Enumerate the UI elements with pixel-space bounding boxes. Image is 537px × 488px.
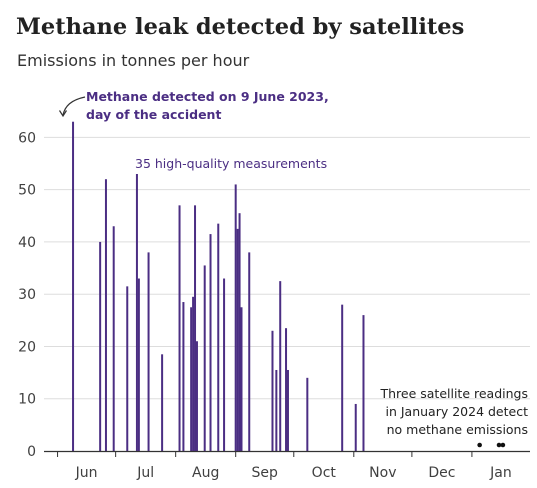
x-tick-label: Dec — [428, 465, 455, 481]
zero-emission-point — [496, 442, 502, 448]
emission-bar — [279, 281, 282, 451]
annotation-text: in January 2024 detect — [385, 404, 528, 419]
emission-bar — [248, 252, 251, 451]
annotation-text: Methane detected on 9 June 2023, — [86, 89, 329, 104]
x-tick-label: Jan — [489, 465, 512, 481]
zero-emission-points — [477, 442, 506, 448]
x-tick-label: Oct — [312, 465, 337, 481]
emission-bar — [126, 286, 129, 451]
y-tick-label: 50 — [18, 183, 36, 199]
zero-emission-point — [500, 442, 506, 448]
chart-subtitle: Emissions in tonnes per hour — [17, 51, 250, 70]
emission-bar — [271, 330, 274, 451]
y-tick-label: 30 — [18, 287, 36, 303]
emission-bar — [99, 241, 102, 451]
y-tick-label: 0 — [27, 444, 36, 460]
emission-bar — [354, 403, 357, 451]
y-tick-label: 40 — [18, 235, 36, 251]
emission-bar — [362, 315, 365, 451]
y-tick-label: 20 — [18, 339, 36, 355]
y-axis-tick-labels: 0 10 20 30 40 50 60 — [18, 130, 36, 460]
emission-bar — [286, 369, 289, 451]
emission-bars — [72, 121, 365, 452]
emission-bar — [135, 173, 138, 451]
emission-bar — [72, 121, 75, 451]
emission-bar — [238, 213, 241, 451]
emission-bar — [341, 304, 344, 451]
emission-bar — [203, 265, 206, 451]
y-tick-label: 60 — [18, 130, 36, 146]
emission-bar — [223, 278, 226, 451]
emission-bar — [147, 252, 150, 451]
zero-emission-point — [477, 442, 482, 448]
x-tick-label: Aug — [192, 465, 219, 481]
x-axis-tick-labels: Jun Jul Aug Sep Oct Nov Dec Jan — [75, 465, 512, 481]
emission-bar — [236, 228, 239, 451]
y-tick-label: 10 — [18, 392, 36, 408]
chart-title: Methane leak detected by satellites — [16, 14, 465, 40]
annotations: Methane detected on 9 June 2023, day of t… — [58, 89, 528, 437]
emission-bar — [192, 296, 195, 451]
annotation-text: day of the accident — [86, 107, 221, 122]
x-tick-label: Sep — [252, 465, 279, 481]
emission-bar — [234, 184, 237, 451]
annotation-text: no methane emissions — [387, 422, 528, 437]
x-tick-label: Nov — [369, 465, 396, 481]
x-tick-label: Jul — [136, 465, 154, 481]
emission-bar — [275, 369, 278, 451]
annotation-arrowhead — [58, 110, 68, 118]
annotation-text: 35 high-quality measurements — [135, 156, 327, 171]
emission-bar — [190, 307, 193, 451]
emission-bar — [195, 341, 198, 451]
emission-bar — [285, 328, 288, 451]
x-tick-label: Jun — [75, 465, 98, 481]
emission-bar — [161, 354, 164, 451]
annotation-arrow — [62, 96, 86, 116]
annotation-text: Three satellite readings — [379, 386, 528, 401]
emission-bar — [104, 179, 107, 452]
x-axis — [44, 450, 530, 457]
emission-bar — [306, 377, 309, 451]
emission-bar — [194, 205, 197, 451]
emission-bar — [209, 234, 212, 451]
emission-bar — [217, 223, 220, 451]
emission-bar — [137, 278, 140, 451]
emission-bar — [182, 302, 185, 451]
emission-bar — [240, 307, 243, 451]
emission-bar — [112, 226, 115, 451]
emission-bar — [178, 205, 181, 451]
